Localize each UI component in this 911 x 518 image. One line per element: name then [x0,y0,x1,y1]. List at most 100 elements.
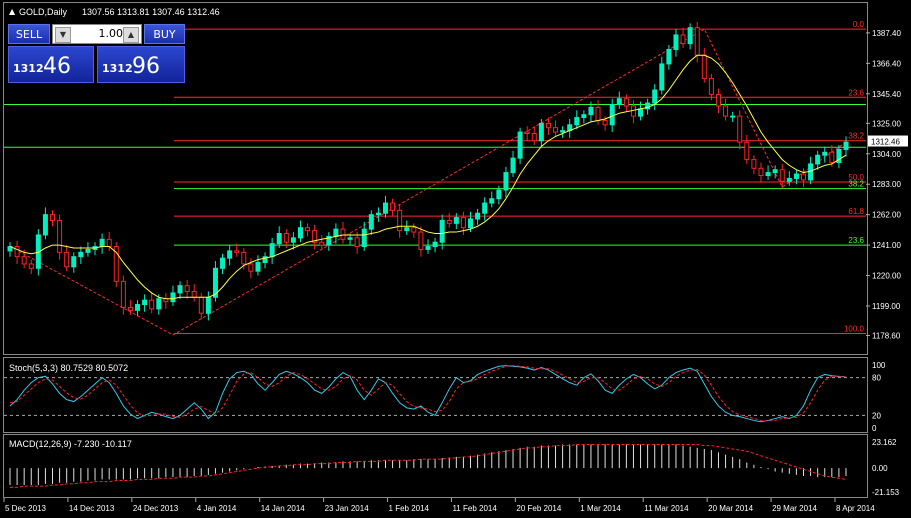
candle-body [829,151,835,163]
candle [312,224,318,250]
sell-button[interactable]: SELL [8,24,50,44]
candle-body [71,256,77,268]
candle-body [453,217,459,224]
candle-body [496,189,502,200]
candle [418,226,424,257]
candle-body [375,212,381,216]
candle [326,232,332,251]
candle-body [305,227,311,232]
candle [305,223,311,237]
lot-increase-arrow-icon[interactable]: ▲ [123,27,139,43]
candle-body [28,263,34,269]
candle [283,229,289,248]
candle-body [581,114,587,119]
candle [340,221,346,244]
candle-body [694,27,700,56]
candle-body [404,227,410,232]
fib-level-label: 23.6 [848,88,864,97]
candle [800,168,806,188]
candle-body [517,131,523,159]
candle [524,126,530,141]
lot-size-value[interactable]: 1.00 [98,27,124,40]
fib-level-label: 61.8 [848,207,864,216]
candle [28,259,34,275]
macd-panel: 23.162 0.00 -21.153 [9,438,900,497]
candle [57,214,63,260]
price-tick-label: 1178.60 [872,332,901,341]
candle-body [609,104,615,126]
candle [368,210,374,235]
candle-body [595,106,601,121]
candle [836,145,842,169]
candle-body [659,63,665,91]
candle-body [212,267,218,298]
buy-button[interactable]: BUY [144,24,185,44]
candle [652,84,658,111]
candle [581,110,587,124]
candle-body [319,241,325,246]
candle [425,239,431,254]
ohlc-header: 1307.56 1313.81 1307.46 1312.46 [82,7,220,17]
candle [666,45,672,70]
candle-body [510,157,516,174]
candle-body [14,246,20,258]
candle [517,127,523,164]
candle [319,234,325,250]
macd-axis-label: 0.00 [872,464,888,473]
stoch-k-line [9,365,847,423]
lot-size-field[interactable]: ▼ 1.00 ▲ [52,24,142,44]
candle-body [446,219,452,224]
candle-body [184,285,190,292]
candle-body [793,173,799,179]
candle [170,285,176,306]
candle [503,166,509,198]
buy-price-big: 96 [132,54,160,79]
candle-body [779,169,785,182]
candle [375,207,381,222]
candle [439,214,445,250]
stoch-axis-label: 80 [872,374,881,383]
candle-body [482,202,488,214]
date-tick-label: 20 Mar 2014 [708,504,753,513]
candle-body [623,98,629,107]
candle [822,146,828,163]
buy-price-small: 1312 [102,62,133,75]
candle-body [602,119,608,126]
date-tick-label: 11 Mar 2014 [644,504,689,513]
candle-body [99,238,105,248]
candle-body [411,227,417,233]
macd-panel-frame [3,434,868,498]
candle-body [786,177,792,182]
lot-decrease-arrow-icon[interactable]: ▼ [55,27,71,43]
macd-axis-label: 23.162 [872,438,897,447]
candle [751,155,757,175]
price-tick-label: 1199.00 [872,302,901,311]
candle [262,252,268,269]
candle-body [545,122,551,129]
candle [758,162,764,183]
candle [723,98,729,121]
candle-body [170,292,176,303]
sell-price-small: 1312 [13,62,44,75]
sell-price-button[interactable]: 1312 46 [8,46,94,83]
price-axis: 1387.40 1366.40 1345.40 1325.00 1304.00 1283.… [866,29,908,341]
horizontal-lines [4,104,866,148]
candle-body [468,218,474,229]
candle [765,165,771,180]
candle [779,163,785,189]
candle-body [227,250,233,259]
candle-body [142,299,148,306]
candle [404,220,410,235]
candle-body [800,173,806,181]
candle-body [220,257,226,269]
buy-price-button[interactable]: 1312 96 [97,46,185,83]
candle-body [361,228,367,248]
candle [290,232,296,250]
candle [489,191,495,208]
date-tick-label: 29 Mar 2014 [772,504,817,513]
candle-body [616,98,622,106]
price-tick-label: 1325.00 [872,119,901,128]
candle [446,213,452,228]
candle-body [723,105,729,117]
candle-body [432,241,438,248]
